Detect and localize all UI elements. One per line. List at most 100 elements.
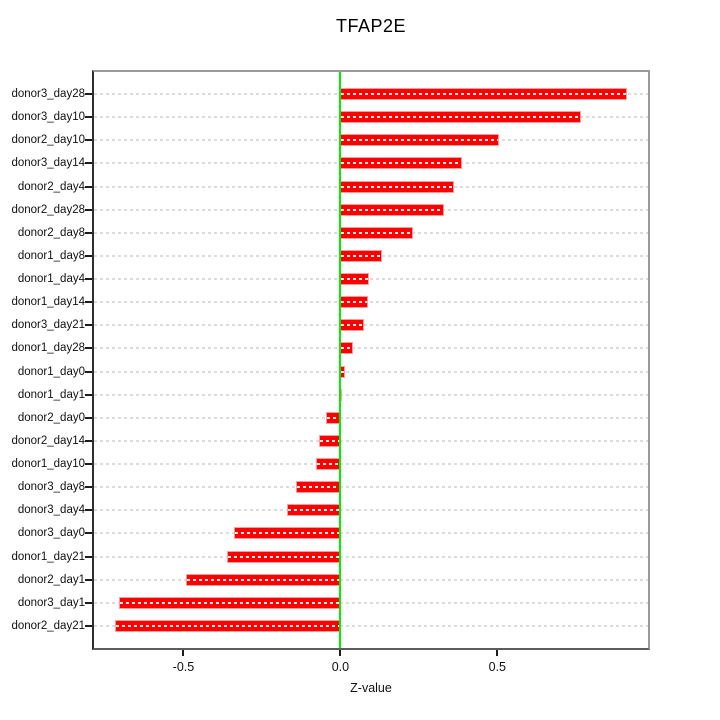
bar	[233, 527, 341, 540]
bar	[340, 249, 383, 262]
bar-center-dashes	[341, 139, 498, 142]
y-axis-label: donor3_day10	[11, 111, 85, 124]
y-axis-label: donor1_day4	[17, 273, 85, 286]
gridline	[94, 532, 648, 535]
bar-center-dashes	[296, 486, 340, 489]
y-axis-label: donor3_day14	[11, 157, 85, 170]
y-axis-tick	[85, 601, 92, 604]
bar-center-dashes	[287, 509, 340, 512]
bar-center-dashes	[341, 162, 461, 165]
y-axis-label: donor2_day10	[11, 134, 85, 147]
bar-center-dashes	[341, 116, 580, 119]
bar-center-dashes	[341, 278, 369, 281]
bar	[340, 342, 353, 355]
bar	[340, 111, 581, 124]
gridline	[94, 509, 648, 512]
y-axis-tick	[85, 370, 92, 373]
zero-line	[339, 72, 342, 648]
y-axis-tick	[85, 93, 92, 95]
bar-center-dashes	[341, 324, 363, 327]
bar	[119, 596, 341, 609]
y-axis-label: donor2_day21	[11, 620, 85, 632]
y-axis-label: donor1_day1	[17, 388, 85, 401]
y-axis-tick	[85, 416, 92, 419]
gridline	[94, 347, 648, 350]
bar	[340, 273, 370, 286]
bar-center-dashes	[341, 370, 345, 373]
gridline	[94, 463, 648, 466]
y-axis-tick	[85, 162, 92, 165]
bar	[319, 434, 341, 447]
y-axis-label: donor1_day0	[17, 365, 85, 378]
gridline	[94, 601, 648, 604]
bar-center-dashes	[341, 254, 382, 257]
y-axis-tick	[85, 463, 92, 466]
bar	[185, 573, 341, 586]
x-axis-tick	[339, 649, 342, 656]
bar	[340, 203, 445, 216]
bar-center-dashes	[341, 347, 352, 350]
bar-center-dashes	[326, 416, 340, 419]
y-axis-label: donor3_day21	[11, 319, 85, 332]
chart-title: TFAP2E	[335, 16, 407, 36]
y-axis-label: donor2_day4	[17, 180, 85, 193]
y-axis-tick	[85, 324, 92, 327]
bar-center-dashes	[341, 93, 626, 95]
x-axis-title: Z-value	[350, 681, 392, 695]
bar	[340, 134, 499, 147]
x-axis-tick	[496, 649, 499, 656]
y-axis-label: donor3_day1	[17, 596, 85, 609]
bar-center-dashes	[228, 555, 340, 558]
y-axis-tick	[85, 532, 92, 535]
gridline	[94, 439, 648, 442]
y-axis-tick	[85, 116, 92, 119]
gridline	[94, 370, 648, 373]
bar	[295, 481, 341, 494]
x-axis-tick-label: 0.0	[331, 660, 350, 674]
gridline	[94, 578, 648, 581]
gridline	[94, 324, 648, 327]
bar-center-dashes	[234, 532, 340, 535]
gridline	[94, 278, 648, 281]
y-axis-label: donor1_day10	[11, 458, 85, 471]
bar-center-dashes	[341, 301, 367, 304]
y-axis-label: donor3_day0	[17, 527, 85, 540]
gridline	[94, 416, 648, 419]
y-axis-label: donor2_day1	[17, 573, 85, 586]
bar	[227, 550, 341, 563]
bar-center-dashes	[341, 231, 412, 234]
y-axis-tick	[85, 231, 92, 234]
gridline	[94, 625, 648, 627]
y-axis-tick	[85, 578, 92, 581]
bar	[340, 180, 455, 193]
y-axis-label: donor3_day28	[11, 88, 85, 100]
bar	[340, 226, 413, 239]
bar	[340, 296, 368, 309]
y-axis-tick	[85, 254, 92, 257]
x-axis-tick-label: 0.5	[488, 660, 507, 674]
y-axis-label: donor1_day8	[17, 249, 85, 262]
y-axis-tick	[85, 486, 92, 489]
y-axis-label: donor1_day21	[11, 550, 85, 563]
bar-center-dashes	[320, 439, 340, 442]
x-axis-tick-label: -0.5	[172, 660, 195, 674]
y-axis-label: donor1_day14	[11, 296, 85, 309]
y-axis-label: donor1_day28	[11, 342, 85, 355]
y-axis-label: donor2_day28	[11, 203, 85, 216]
y-axis-tick	[85, 347, 92, 350]
bar	[340, 88, 627, 100]
y-axis-tick	[85, 208, 92, 211]
gridline	[94, 393, 648, 396]
bar-center-dashes	[186, 578, 340, 581]
y-axis-tick	[85, 139, 92, 142]
bar	[115, 620, 341, 632]
gridline	[94, 555, 648, 558]
y-axis-label: donor3_day8	[17, 481, 85, 494]
bar-center-dashes	[341, 208, 444, 211]
bar-center-dashes	[116, 625, 340, 627]
y-axis-label: donor2_day0	[17, 411, 85, 424]
y-axis-tick	[85, 278, 92, 281]
bar	[286, 504, 341, 517]
